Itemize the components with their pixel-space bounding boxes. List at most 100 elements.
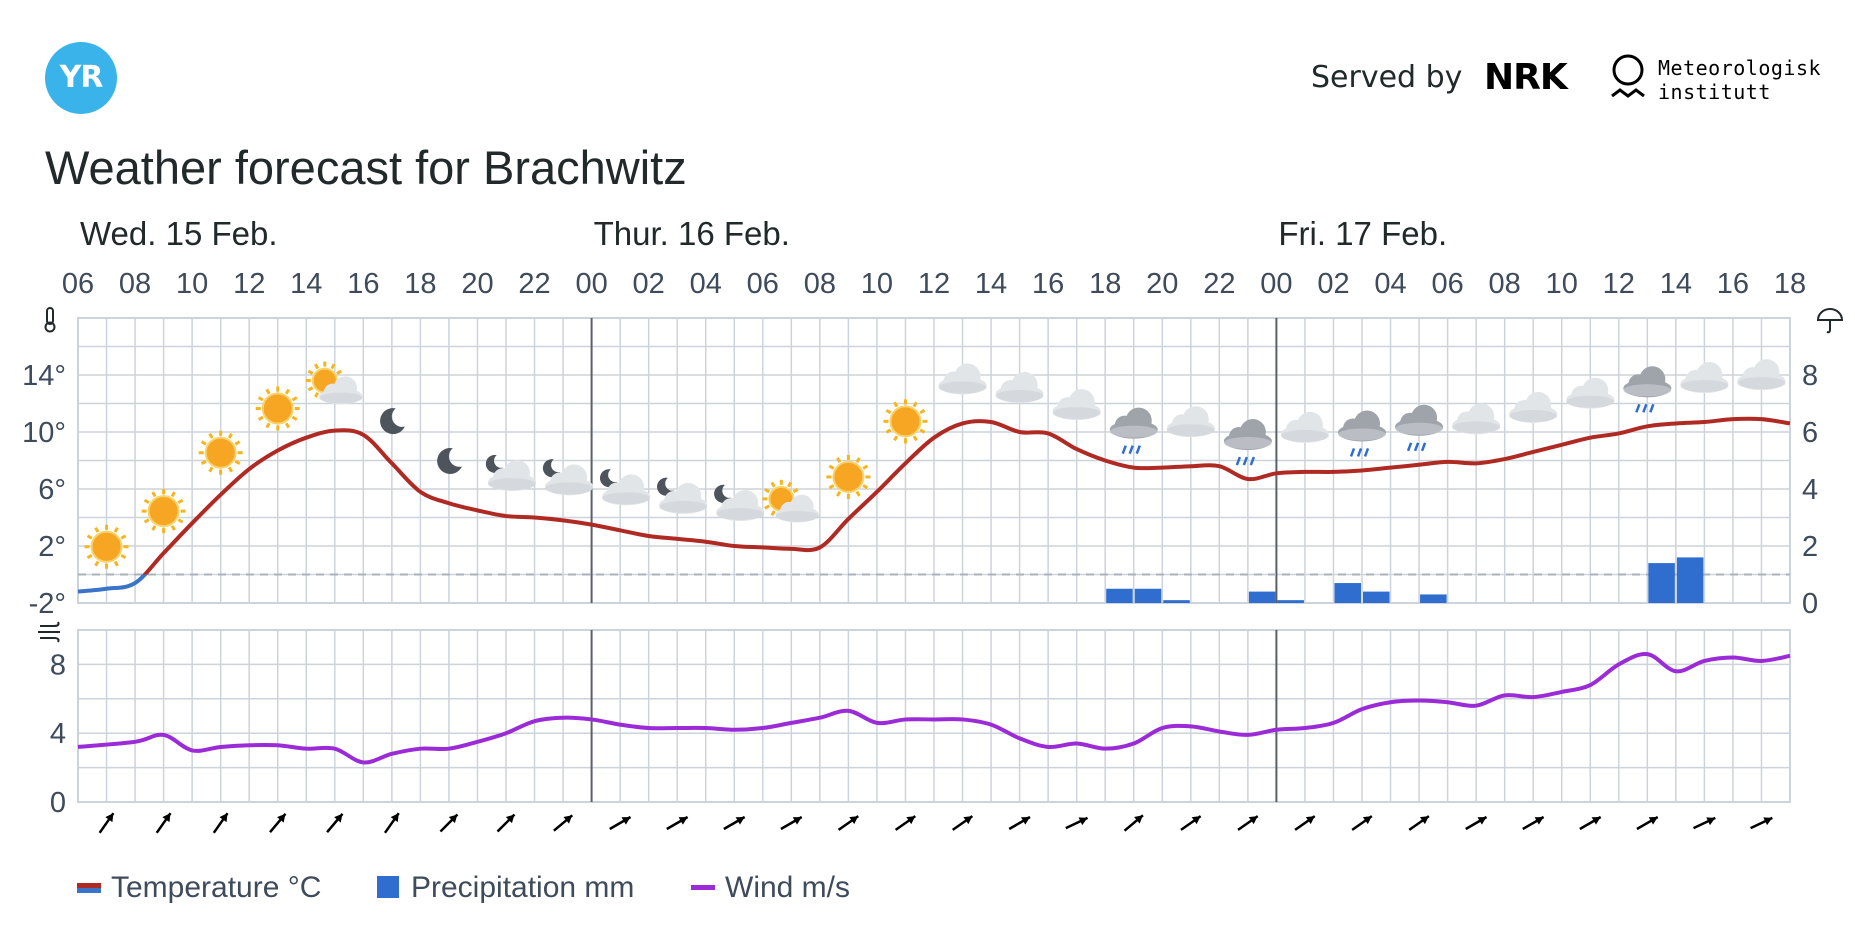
sun-ray bbox=[919, 428, 926, 434]
hour-tick-label: 08 bbox=[1489, 268, 1521, 300]
hour-tick-label: 22 bbox=[1203, 268, 1235, 300]
sun-ray bbox=[836, 490, 842, 497]
hour-tick-label: 18 bbox=[1774, 268, 1806, 300]
nrk-logo[interactable]: NRK bbox=[1484, 57, 1568, 98]
cloud-shade bbox=[1280, 429, 1329, 442]
umbrella-icon bbox=[1816, 308, 1844, 334]
wind-arrow-icon bbox=[723, 815, 746, 831]
sun-ray bbox=[828, 464, 835, 470]
arrow-head bbox=[1191, 816, 1201, 825]
precipitation-swatch bbox=[377, 876, 399, 898]
wind-line bbox=[77, 651, 1791, 765]
arrow-head bbox=[219, 813, 228, 823]
rain-drop bbox=[1363, 448, 1370, 457]
wind-arrow-icon bbox=[439, 813, 459, 833]
thermometer-bulb bbox=[44, 321, 56, 333]
rain-cloud-icon bbox=[1395, 404, 1444, 452]
yr-logo[interactable]: YR bbox=[45, 42, 117, 114]
moon-shape bbox=[380, 408, 405, 435]
cloud-shade bbox=[1452, 421, 1501, 434]
hour-tick-label: 12 bbox=[233, 268, 265, 300]
precipitation-bar bbox=[1334, 583, 1361, 603]
arrow-head bbox=[1419, 816, 1429, 825]
thermometer-tube bbox=[46, 307, 54, 325]
sun-ray bbox=[893, 435, 899, 442]
met-institute-icon[interactable] bbox=[1608, 50, 1648, 106]
precipitation-bar bbox=[1363, 591, 1390, 603]
yr-logo-text: YR bbox=[59, 60, 104, 95]
hour-tick-label: 18 bbox=[404, 268, 436, 300]
met-institute-name[interactable]: Meteorologisk institutt bbox=[1658, 56, 1821, 104]
rain-cloud-icon bbox=[1623, 366, 1672, 413]
cloud-shade bbox=[1109, 425, 1158, 438]
sun-ray bbox=[86, 553, 93, 560]
wind-arrow-icon bbox=[269, 813, 287, 833]
sun-ray bbox=[208, 466, 214, 473]
precipitation-axis-label: 0 bbox=[1802, 588, 1818, 620]
sun-ray bbox=[787, 481, 793, 488]
wind-axis-label: 0 bbox=[50, 787, 66, 819]
sun-ray bbox=[314, 363, 320, 370]
wind-arrow-icon bbox=[1180, 815, 1202, 831]
hour-tick-label: 06 bbox=[1431, 268, 1463, 300]
sun-ray bbox=[336, 369, 343, 375]
wind-arrow-icon bbox=[496, 813, 516, 833]
sun-ray bbox=[291, 415, 298, 421]
sun-ray bbox=[265, 422, 271, 429]
rain-cloud-icon bbox=[1109, 407, 1158, 455]
wind-arrow-icon bbox=[780, 815, 803, 831]
wind-arrow-icon bbox=[951, 815, 974, 831]
legend-wind-label: Wind m/s bbox=[725, 871, 851, 904]
cloud-icon bbox=[1680, 362, 1729, 394]
sun-ray bbox=[143, 498, 150, 504]
sun-ray bbox=[120, 553, 127, 560]
arrow-head bbox=[162, 813, 171, 823]
sun-ray bbox=[113, 560, 119, 567]
cloud-shade bbox=[659, 500, 708, 513]
served-by-label: Served by bbox=[1311, 60, 1463, 95]
sun-ray bbox=[284, 422, 291, 429]
sun-ray bbox=[257, 415, 264, 421]
wind-arrow-icon bbox=[1408, 815, 1430, 831]
cloud-shade bbox=[1566, 395, 1615, 408]
precipitation-axis-label: 8 bbox=[1802, 360, 1818, 392]
day-labels: Wed. 15 Feb. Thur. 16 Feb. Fri. 17 Feb. bbox=[80, 215, 1447, 252]
sun-ray bbox=[208, 432, 214, 439]
temperature-axis-label: 10° bbox=[22, 417, 66, 449]
cloud-shade bbox=[1395, 422, 1444, 435]
sun-ray bbox=[330, 363, 336, 370]
arrow-head bbox=[1763, 817, 1773, 826]
arrow-head bbox=[735, 817, 745, 825]
hour-tick-label: 18 bbox=[1089, 268, 1121, 300]
cloud-shade bbox=[775, 510, 819, 522]
sun-ray bbox=[120, 534, 127, 540]
sun-ray bbox=[828, 484, 835, 490]
hour-tick-label: 04 bbox=[690, 268, 722, 300]
rain-cloud-icon bbox=[1223, 419, 1272, 466]
arrow-head bbox=[334, 813, 343, 823]
sun-ray bbox=[919, 409, 926, 415]
sun-ray bbox=[170, 525, 176, 531]
page-title: Weather forecast for Brachwitz bbox=[45, 141, 687, 194]
sun-ray bbox=[234, 459, 241, 465]
hour-tick-label: 12 bbox=[1603, 268, 1635, 300]
sun-ray bbox=[234, 440, 241, 446]
sun-ray bbox=[314, 391, 320, 398]
umbrella-handle bbox=[1826, 320, 1831, 334]
sun-ray bbox=[912, 435, 918, 442]
cloud-icon bbox=[1566, 377, 1615, 409]
precipitation-axis-label: 6 bbox=[1802, 417, 1818, 449]
sun-ray bbox=[151, 525, 157, 531]
thermometer-icon bbox=[44, 307, 56, 333]
cloud-shade bbox=[488, 478, 536, 491]
wind-arrow-icon bbox=[1579, 815, 1602, 831]
wind-arrow-icon bbox=[837, 815, 859, 831]
arrow-head bbox=[678, 817, 688, 825]
wind-arrow-icon bbox=[383, 812, 400, 834]
arrow-head bbox=[1477, 817, 1487, 825]
sun-disc bbox=[261, 392, 294, 425]
temperature-line bbox=[142, 416, 1791, 575]
rain-drop bbox=[1235, 456, 1242, 466]
hour-tick-label: 10 bbox=[1546, 268, 1578, 300]
wind-arrow-icon bbox=[326, 813, 344, 833]
